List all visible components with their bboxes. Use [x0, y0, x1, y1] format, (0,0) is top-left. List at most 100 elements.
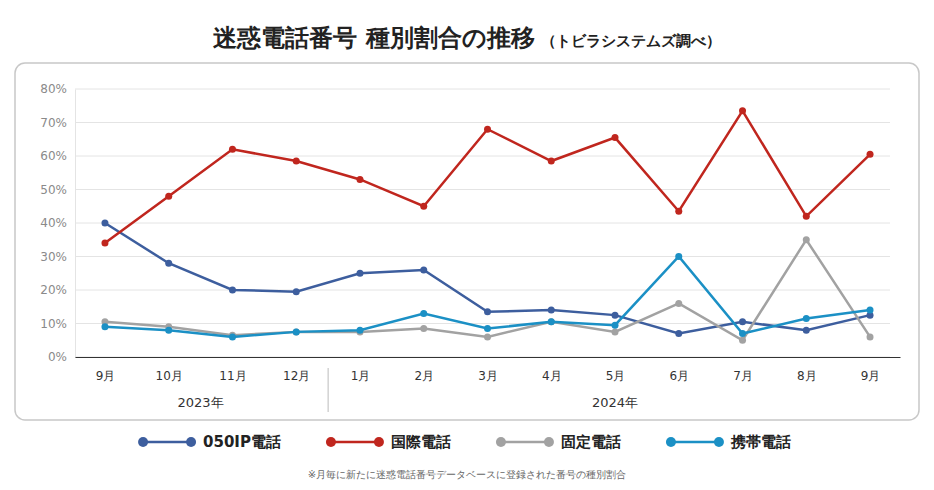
grid: [75, 89, 890, 357]
legend-swatch-marker: [544, 437, 554, 447]
x-tick-label: 9月: [96, 369, 116, 383]
year-separator: [328, 368, 329, 412]
legend-swatch-line: [331, 441, 379, 444]
series-point: [484, 333, 491, 340]
x-tick: 9月: [861, 357, 881, 383]
grid-line: [75, 256, 890, 257]
series-point: [675, 208, 682, 215]
legend-swatch-marker: [666, 437, 676, 447]
x-tick-label: 7月: [733, 369, 753, 383]
legend-item: 固定電話: [496, 433, 621, 451]
series-point: [739, 107, 746, 114]
y-tick: 60%: [40, 149, 75, 163]
series-point: [739, 337, 746, 344]
legend-swatch-marker: [496, 437, 506, 447]
series-point: [484, 308, 491, 315]
x-axis: 9月 10月 11月 12月 1月 2月 3月 4月 5月 6月 7月 8月 9月: [76, 357, 901, 383]
x-tick: 12月: [283, 357, 310, 383]
series-point: [293, 158, 300, 165]
series-point: [612, 312, 619, 319]
grid-line: [75, 89, 890, 90]
year-groups: 2023年 2024年: [178, 368, 639, 412]
y-tick-label: 50%: [40, 183, 67, 197]
x-axis-line: [76, 357, 901, 358]
series-point: [101, 240, 108, 247]
series-point: [867, 333, 874, 340]
series-point: [548, 158, 555, 165]
grid-line: [75, 189, 890, 190]
legend-item: 国際電話: [326, 433, 451, 451]
legend-label: 050IP電話: [203, 433, 281, 451]
series-point: [420, 203, 427, 210]
year-label: 2023年: [178, 395, 224, 410]
series-point: [612, 328, 619, 335]
grid-line: [75, 156, 890, 157]
legend-label: 国際電話: [391, 433, 451, 451]
series-point: [293, 328, 300, 335]
grid-line: [75, 323, 890, 324]
series-point: [612, 322, 619, 329]
x-tick: 1月: [351, 357, 371, 383]
series-point: [165, 260, 172, 267]
y-tick-label: 10%: [40, 317, 67, 331]
year-label: 2024年: [592, 395, 638, 410]
title: 迷惑電話番号 種別割合の推移: [213, 24, 534, 52]
x-tick: 4月: [542, 357, 562, 383]
series-group: [101, 107, 873, 343]
x-tick-label: 6月: [669, 369, 689, 383]
grid-line: [75, 122, 890, 123]
legend-swatch-marker: [186, 437, 196, 447]
y-tick: 30%: [40, 250, 75, 264]
x-tick-label: 10月: [156, 369, 183, 383]
series-point: [356, 270, 363, 277]
y-tick-label: 60%: [40, 149, 67, 163]
series-point: [165, 193, 172, 200]
series-point: [803, 327, 810, 334]
grid-line: [75, 223, 890, 224]
x-tick-label: 9月: [861, 369, 881, 383]
subtitle: （トビラシステムズ調べ）: [541, 32, 721, 50]
series-point: [675, 253, 682, 260]
series-point: [101, 220, 108, 227]
x-tick-label: 12月: [283, 369, 310, 383]
grid-line: [75, 290, 890, 291]
series-point: [675, 300, 682, 307]
y-tick-label: 0%: [48, 350, 67, 364]
x-tick: 7月: [733, 357, 753, 383]
series-line: [105, 223, 870, 334]
series-point: [675, 330, 682, 337]
x-tick-label: 8月: [797, 369, 817, 383]
x-tick: 10月: [156, 357, 183, 383]
x-tick: 3月: [478, 357, 498, 383]
legend-swatch-marker: [374, 437, 384, 447]
y-tick-label: 20%: [40, 283, 67, 297]
series-line: [105, 111, 870, 243]
series-point: [101, 323, 108, 330]
x-tick: 6月: [669, 357, 689, 383]
series-point: [356, 176, 363, 183]
series-point: [165, 327, 172, 334]
y-tick-label: 30%: [40, 250, 67, 264]
y-tick: 20%: [40, 283, 75, 297]
footnote: ※月毎に新たに迷惑電話番号データベースに登録された番号の種別割合: [308, 469, 626, 480]
series-point: [612, 134, 619, 141]
legend: 050IP電話 国際電話 固定電話 携帯電話: [138, 433, 791, 451]
y-tick: 50%: [40, 183, 75, 197]
legend-item: 携帯電話: [666, 433, 791, 451]
title-group: 迷惑電話番号 種別割合の推移 （トビラシステムズ調べ）: [213, 24, 720, 52]
x-tick: 2月: [414, 357, 434, 383]
y-tick: 40%: [40, 216, 75, 230]
x-tick-label: 3月: [478, 369, 498, 383]
x-tick: 8月: [797, 357, 817, 383]
x-tick: 5月: [606, 357, 626, 383]
series-point: [548, 318, 555, 325]
y-tick-label: 80%: [40, 82, 67, 96]
x-tick-label: 5月: [606, 369, 626, 383]
legend-swatch-marker: [326, 437, 336, 447]
legend-swatch-marker: [714, 437, 724, 447]
x-tick: 11月: [219, 357, 246, 383]
series-point: [356, 327, 363, 334]
series-point: [739, 318, 746, 325]
series-point: [293, 328, 300, 335]
series-point: [484, 126, 491, 133]
